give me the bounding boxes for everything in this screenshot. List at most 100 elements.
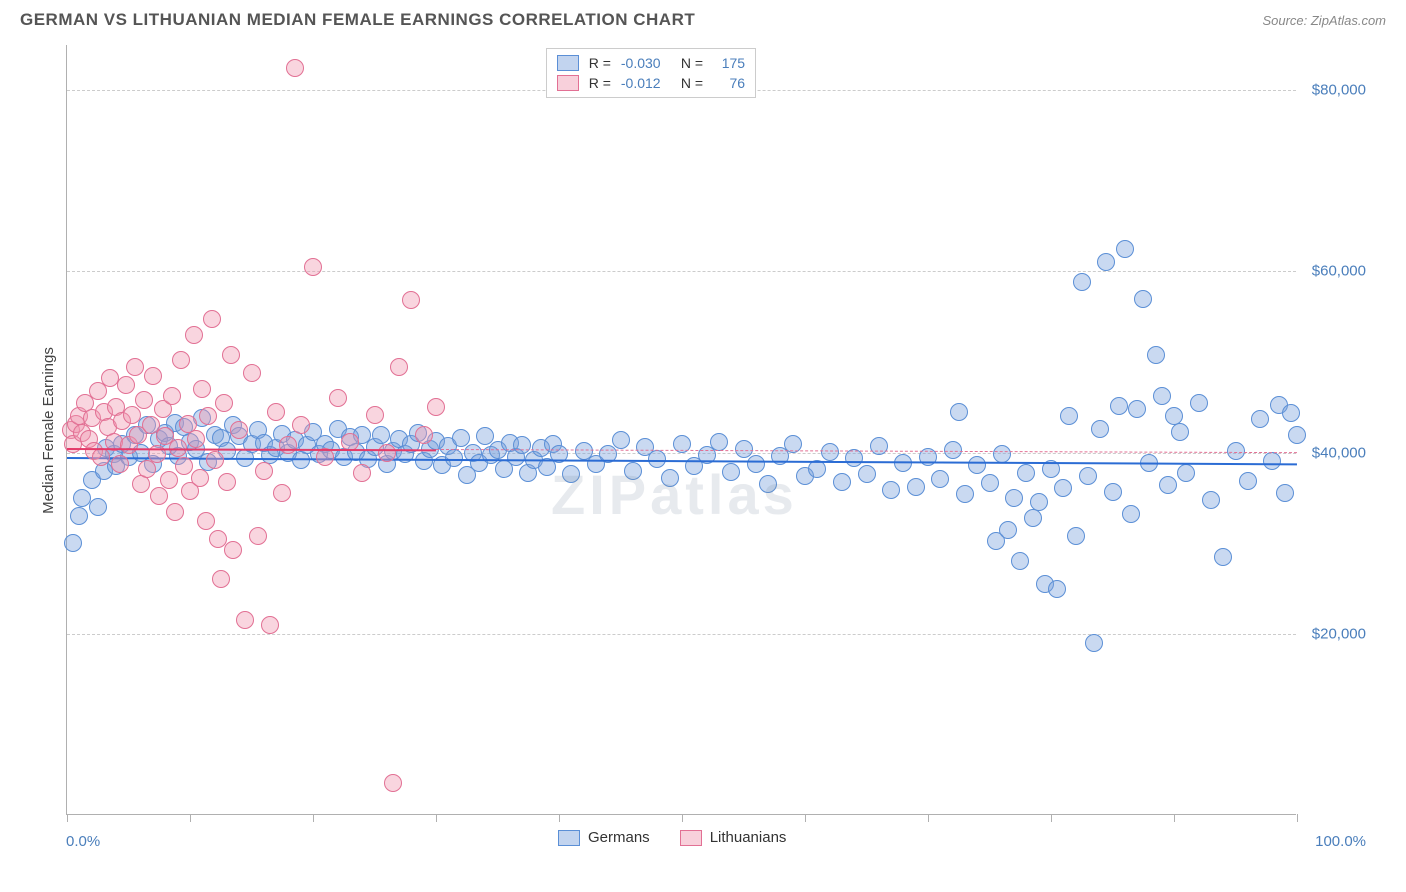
- data-point: [612, 431, 630, 449]
- y-tick-label: $60,000: [1312, 263, 1366, 280]
- data-point: [661, 469, 679, 487]
- data-point: [261, 616, 279, 634]
- stats-legend: R =-0.030N =175R =-0.012N =76: [546, 48, 756, 98]
- data-point: [427, 398, 445, 416]
- data-point: [230, 421, 248, 439]
- data-point: [1079, 467, 1097, 485]
- data-point: [1165, 407, 1183, 425]
- legend-swatch: [680, 830, 702, 846]
- data-point: [1073, 273, 1091, 291]
- n-label: N =: [681, 75, 703, 91]
- gridline: [67, 271, 1296, 272]
- gridline: [67, 634, 1296, 635]
- data-point: [950, 403, 968, 421]
- data-point: [64, 534, 82, 552]
- data-point: [1054, 479, 1072, 497]
- data-point: [172, 351, 190, 369]
- data-point: [1153, 387, 1171, 405]
- data-point: [1030, 493, 1048, 511]
- x-tick: [190, 814, 191, 822]
- series-legend-item: Lithuanians: [680, 829, 787, 846]
- series-legend: Germans Lithuanians: [558, 829, 786, 846]
- data-point: [199, 407, 217, 425]
- data-point: [415, 426, 433, 444]
- data-point: [1214, 548, 1232, 566]
- data-point: [372, 426, 390, 444]
- legend-swatch: [557, 55, 579, 71]
- data-point: [273, 484, 291, 502]
- data-point: [1017, 464, 1035, 482]
- data-point: [821, 443, 839, 461]
- source-attribution: Source: ZipAtlas.com: [1262, 13, 1386, 28]
- data-point: [279, 436, 297, 454]
- data-point: [1202, 491, 1220, 509]
- data-point: [1110, 397, 1128, 415]
- data-point: [1097, 253, 1115, 271]
- data-point: [747, 455, 765, 473]
- data-point: [366, 406, 384, 424]
- n-value: 175: [713, 55, 745, 71]
- data-point: [203, 310, 221, 328]
- y-axis-label: Median Female Earnings: [40, 347, 57, 514]
- data-point: [1067, 527, 1085, 545]
- x-tick: [1297, 814, 1298, 822]
- data-point: [1239, 472, 1257, 490]
- data-point: [993, 445, 1011, 463]
- data-point: [1116, 240, 1134, 258]
- data-point: [212, 570, 230, 588]
- data-point: [144, 367, 162, 385]
- data-point: [1060, 407, 1078, 425]
- data-point: [845, 449, 863, 467]
- stats-legend-row: R =-0.012N =76: [557, 73, 745, 93]
- data-point: [1227, 442, 1245, 460]
- data-point: [197, 512, 215, 530]
- data-point: [1048, 580, 1066, 598]
- r-value: -0.012: [621, 75, 671, 91]
- data-point: [1282, 404, 1300, 422]
- data-point: [123, 406, 141, 424]
- data-point: [378, 444, 396, 462]
- data-point: [759, 475, 777, 493]
- y-tick-label: $20,000: [1312, 625, 1366, 642]
- x-tick: [928, 814, 929, 822]
- x-tick: [559, 814, 560, 822]
- data-point: [999, 521, 1017, 539]
- data-point: [981, 474, 999, 492]
- data-point: [1276, 484, 1294, 502]
- data-point: [243, 364, 261, 382]
- data-point: [292, 416, 310, 434]
- x-tick: [1051, 814, 1052, 822]
- x-tick: [805, 814, 806, 822]
- data-point: [215, 394, 233, 412]
- data-point: [956, 485, 974, 503]
- legend-swatch: [557, 75, 579, 91]
- data-point: [267, 403, 285, 421]
- data-point: [135, 391, 153, 409]
- stats-legend-row: R =-0.030N =175: [557, 53, 745, 73]
- data-point: [402, 291, 420, 309]
- data-point: [1085, 634, 1103, 652]
- data-point: [870, 437, 888, 455]
- data-point: [89, 498, 107, 516]
- series-legend-item: Germans: [558, 829, 650, 846]
- data-point: [1122, 505, 1140, 523]
- r-value: -0.030: [621, 55, 671, 71]
- data-point: [126, 358, 144, 376]
- correlation-scatter-chart: $20,000$40,000$60,000$80,0000.0%100.0%Me…: [20, 35, 1386, 855]
- data-point: [187, 430, 205, 448]
- data-point: [1011, 552, 1029, 570]
- x-min-label: 0.0%: [66, 833, 100, 850]
- data-point: [255, 462, 273, 480]
- legend-swatch: [558, 830, 580, 846]
- data-point: [833, 473, 851, 491]
- data-point: [160, 471, 178, 489]
- x-tick: [682, 814, 683, 822]
- data-point: [1104, 483, 1122, 501]
- data-point: [1177, 464, 1195, 482]
- data-point: [1251, 410, 1269, 428]
- y-tick-label: $40,000: [1312, 444, 1366, 461]
- data-point: [390, 358, 408, 376]
- data-point: [1159, 476, 1177, 494]
- n-value: 76: [713, 75, 745, 91]
- data-point: [1024, 509, 1042, 527]
